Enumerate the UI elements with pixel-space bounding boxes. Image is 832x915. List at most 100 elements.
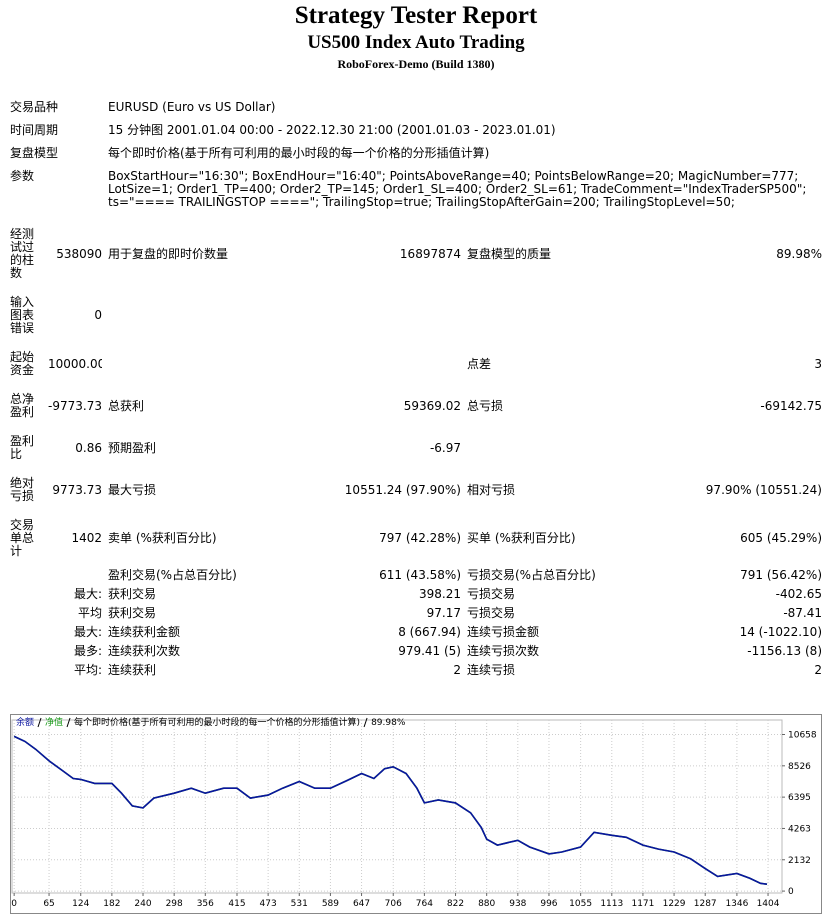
x-tick-label: 1055 [569, 899, 592, 909]
stat-label: 连续获利次数 [108, 644, 181, 658]
stat-label: 输入图表错误 [10, 295, 35, 335]
info-table: 交易品种 EURUSD (Euro vs US Dollar) 时间周期 15 分钟图… [10, 96, 822, 214]
stat-label: 总获利 [108, 398, 145, 413]
info-row: 时间周期 15 分钟图 2001.01.04 00:00 - 2022.12.30… [10, 119, 822, 142]
legend-separator [363, 717, 368, 728]
x-tick-label: 706 [385, 899, 402, 909]
model-quality: 89.98% [371, 718, 406, 728]
stat-value: 59369.02 [403, 398, 461, 413]
stat-label [10, 604, 48, 623]
stat-label: 最大亏损 [108, 482, 157, 497]
stats-table: 经测试过的柱数 538090 用于复盘的即时价数量 16897874 复盘模型的质量 89… [10, 220, 822, 680]
x-tick-label: 415 [228, 899, 245, 909]
y-tick-label: 8526 [788, 762, 811, 772]
x-tick-label: 65 [43, 899, 54, 909]
stat-label: 连续获利 [108, 663, 157, 677]
stats-row: 盈利比 0.86 预期盈利 -6.97 [10, 427, 822, 469]
stats-row: 平均 获利交易 97.17 亏损交易 -87.41 [10, 604, 822, 623]
x-tick-label: 589 [322, 899, 339, 909]
stat-value [673, 288, 822, 343]
stat-label: 亏损交易 [467, 587, 516, 601]
stat-label [10, 585, 48, 604]
stat-value: 2 [814, 663, 822, 677]
stat-value: 611 (43.58%) [379, 568, 461, 582]
stat-value: 979.41 (5) [398, 644, 461, 658]
stat-value: 538090 [56, 246, 102, 261]
legend-separator [37, 717, 42, 728]
stat-label: 亏损交易(%占总百分比) [467, 568, 596, 582]
x-tick-label: 298 [166, 899, 183, 909]
info-row: 复盘模型 每个即时价格(基于所有可利用的最小时段的每一个价格的分形插值计算) [10, 142, 822, 165]
stat-value: 89.98% [776, 246, 822, 261]
stat-label: 总净盈利 [10, 392, 35, 419]
y-tick-label: 0 [788, 887, 794, 897]
report-title: Strategy Tester Report [294, 2, 538, 29]
stat-label: 相对亏损 [467, 482, 516, 497]
x-tick-label: 0 [11, 899, 17, 909]
info-value: BoxStartHour="16:30"; BoxEndHour="16:40"… [108, 169, 807, 209]
stats-row: 平均: 连续获利 2 连续亏损 2 [10, 661, 822, 680]
stat-value: 14 (-1022.10) [739, 625, 822, 639]
stats-row: 绝对亏损 9773.73 最大亏损 10551.24 (97.90%) 相对亏损 97.9… [10, 469, 822, 511]
stat-value: 8 (667.94) [398, 625, 461, 639]
stat-value: 791 (56.42%) [740, 568, 822, 582]
info-label: 复盘模型 [10, 146, 59, 160]
x-tick-label: 1287 [694, 899, 717, 909]
balance-chart: 0 2132 4263 6395 8526 10658 0 65 124 182 240 298 356… [10, 714, 822, 914]
stat-value: 605 (45.29%) [740, 531, 822, 545]
stats-row: 输入图表错误 0 [10, 288, 822, 343]
stat-value: 1402 [71, 531, 102, 545]
stat-value: 0 [94, 308, 102, 322]
stat-label [461, 288, 673, 343]
y-tick-label: 4263 [788, 824, 811, 834]
stat-label [102, 343, 302, 385]
stat-value: -402.65 [775, 587, 822, 601]
stat-value: 97.17 [426, 606, 461, 620]
stats-row: 起始资金 10000.00 点差 3 [10, 343, 822, 385]
chart-frame [10, 714, 822, 914]
x-tick-label: 240 [134, 899, 151, 909]
stat-value [673, 427, 822, 469]
stat-value: -87.41 [783, 606, 822, 620]
stat-label [10, 661, 48, 680]
x-tick-label: 1229 [663, 899, 686, 909]
x-tick-label: 938 [509, 899, 526, 909]
info-value: 15 分钟图 2001.01.04 00:00 - 2022.12.30 21:… [108, 123, 556, 137]
stat-label: 连续获利金额 [108, 625, 181, 639]
stat-label: 连续亏损次数 [467, 644, 540, 658]
stat-label: 点差 [467, 356, 492, 371]
chart-title: 每个即时价格(基于所有可利用的最小时段的每一个价格的分形插值计算) [74, 716, 360, 728]
stat-value: 最大: [73, 587, 102, 601]
info-row: 参数 BoxStartHour="16:30"; BoxEndHour="16:4… [10, 165, 822, 214]
info-value: EURUSD (Euro vs US Dollar) [108, 100, 276, 114]
plot-area [11, 719, 783, 894]
stat-value [302, 343, 461, 385]
x-tick-label: 1404 [757, 899, 780, 909]
x-tick-label: 473 [260, 899, 277, 909]
stats-row: 盈利交易(%占总百分比) 611 (43.58%) 亏损交易(%占总百分比) 791 … [10, 566, 822, 585]
legend-separator [66, 717, 71, 728]
stat-label: 连续亏损 [467, 663, 516, 677]
stat-value: 最大: [73, 625, 102, 639]
x-tick-label: 996 [540, 899, 557, 909]
stats-row: 交易单总计 1402 卖单 (%获利百分比) 797 (42.28%) 买单 (%获利百… [10, 511, 822, 566]
stat-value: 9773.73 [52, 482, 102, 497]
stat-label: 盈利比 [10, 434, 35, 461]
x-tick-label: 764 [416, 899, 433, 909]
stat-label: 经测试过的柱数 [10, 227, 35, 280]
stat-label [10, 566, 48, 585]
stat-label: 盈利交易(%占总百分比) [108, 568, 237, 582]
stat-label: 卖单 (%获利百分比) [108, 531, 217, 545]
stat-value: 平均: [73, 663, 102, 677]
stat-label [461, 427, 673, 469]
stat-label: 获利交易 [108, 606, 157, 620]
info-value: 每个即时价格(基于所有可利用的最小时段的每一个价格的分形插值计算) [108, 146, 490, 160]
y-tick-label: 2132 [788, 856, 811, 866]
stat-label: 绝对亏损 [10, 476, 35, 503]
legend-entry: 余额 [16, 716, 34, 728]
x-tick-label: 647 [353, 899, 370, 909]
stats-row: 总净盈利 -9773.73 总获利 59369.02 总亏损 -69142.75 [10, 385, 822, 427]
stat-value: 0.86 [75, 440, 102, 455]
report-subtitle: US500 Index Auto Trading [307, 32, 525, 53]
